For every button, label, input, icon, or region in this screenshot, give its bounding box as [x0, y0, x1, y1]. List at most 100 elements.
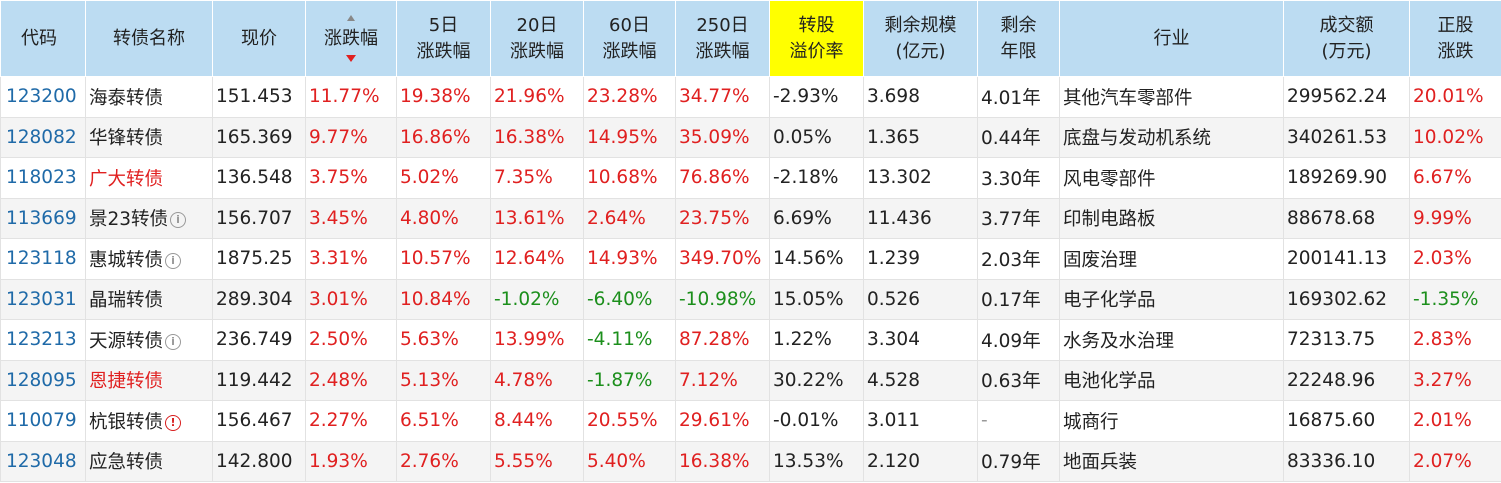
scale-cell: 11.436 [863, 197, 978, 239]
table-row[interactable]: 113669 景23转债 i 156.707 3.45% 4.80% 13.61% 2.64%… [0, 197, 1501, 239]
stock-change-cell: -1.35% [1409, 278, 1501, 320]
info-icon[interactable]: i [165, 333, 182, 350]
change-20d-cell: 12.64% [490, 238, 584, 280]
change-60d-cell: 23.28% [583, 76, 676, 118]
header-250d-line1: 250日 [696, 14, 749, 36]
header-premium[interactable]: 转股 溢价率 [769, 0, 864, 77]
bond-code-link[interactable]: 128095 [0, 359, 86, 401]
table-row[interactable]: 118023 广大转债 136.548 3.75% 5.02% 7.35% 10.68% 76… [0, 157, 1501, 199]
table-body: 123200 海泰转债 151.453 11.77% 19.38% 21.96% 23.28… [0, 76, 1501, 482]
bond-code-link[interactable]: 123048 [0, 440, 86, 482]
bond-name-link[interactable]: 恩捷转债 [89, 371, 164, 393]
industry-cell: 底盘与发动机系统 [1059, 116, 1284, 158]
header-volume[interactable]: 成交额 (万元) [1283, 0, 1410, 77]
bond-name-link[interactable]: 晶瑞转债 [89, 290, 164, 312]
bond-code-link[interactable]: 113669 [0, 197, 86, 239]
change-20d-cell: 13.99% [490, 319, 584, 361]
change-20d-cell: 13.61% [490, 197, 584, 239]
bond-name-link[interactable]: 景23转债 [89, 209, 169, 231]
bond-name-cell[interactable]: 惠城转债 i [85, 238, 213, 280]
stock-change-cell: 9.99% [1409, 197, 1501, 239]
info-icon[interactable]: i [170, 212, 187, 229]
header-years[interactable]: 剩余 年限 [977, 0, 1060, 77]
industry-cell: 城商行 [1059, 400, 1284, 442]
premium-cell: 0.05% [769, 116, 864, 158]
bond-name-cell[interactable]: 应急转债 [85, 440, 213, 482]
bond-name-cell[interactable]: 广大转债 [85, 157, 213, 199]
table-row[interactable]: 123213 天源转债 i 236.749 2.50% 5.63% 13.99% -4.11%… [0, 319, 1501, 361]
years-cell: 3.77年 [977, 197, 1060, 239]
header-industry[interactable]: 行业 [1059, 0, 1284, 77]
bond-code-link[interactable]: 123118 [0, 238, 86, 280]
bond-code-link[interactable]: 123200 [0, 76, 86, 118]
table-row[interactable]: 110079 杭银转债! 156.467 2.27% 6.51% 8.44% 20.55% 2… [0, 400, 1501, 442]
table-row[interactable]: 123031 晶瑞转债 289.304 3.01% 10.84% -1.02% -6.40%… [0, 278, 1501, 320]
bond-name-cell[interactable]: 杭银转债! [85, 400, 213, 442]
bond-name-cell[interactable]: 海泰转债 [85, 76, 213, 118]
change-20d-cell: 7.35% [490, 157, 584, 199]
bond-name-cell[interactable]: 景23转债 i [85, 197, 213, 239]
table-row[interactable]: 123200 海泰转债 151.453 11.77% 19.38% 21.96% 23.28… [0, 76, 1501, 118]
header-stock-change[interactable]: 正股 涨跌 [1409, 0, 1501, 77]
change-5d-cell: 5.63% [396, 319, 491, 361]
header-code[interactable]: 代码 [0, 0, 86, 77]
volume-cell: 189269.90 [1283, 157, 1410, 199]
table-row[interactable]: 128082 华锋转债 165.369 9.77% 16.86% 16.38% 14.95%… [0, 116, 1501, 158]
change-60d-cell: 2.64% [583, 197, 676, 239]
header-volume-line2: (万元) [1321, 40, 1372, 62]
bond-name-link[interactable]: 应急转债 [89, 452, 164, 474]
header-change[interactable]: 涨跌幅 [305, 0, 397, 77]
change-20d-cell: 8.44% [490, 400, 584, 442]
table-row[interactable]: 128095 恩捷转债 119.442 2.48% 5.13% 4.78% -1.87% 7.… [0, 359, 1501, 401]
change-250d-cell: 16.38% [675, 440, 770, 482]
bond-name-link[interactable]: 天源转债 [89, 330, 164, 352]
price-cell: 165.369 [212, 116, 306, 158]
price-cell: 136.548 [212, 157, 306, 199]
header-20d-change[interactable]: 20日 涨跌幅 [490, 0, 584, 77]
bond-code-link[interactable]: 123213 [0, 319, 86, 361]
info-icon[interactable]: i [165, 252, 182, 269]
bond-name-cell[interactable]: 华锋转债 [85, 116, 213, 158]
scale-cell: 1.239 [863, 238, 978, 280]
change-250d-cell: 87.28% [675, 319, 770, 361]
header-name[interactable]: 转债名称 [85, 0, 213, 77]
price-cell: 1875.25 [212, 238, 306, 280]
bond-code-link[interactable]: 110079 [0, 400, 86, 442]
table-row[interactable]: 123118 惠城转债 i 1875.25 3.31% 10.57% 12.64% 14.93… [0, 238, 1501, 280]
bond-code-link[interactable]: 123031 [0, 278, 86, 320]
industry-cell: 其他汽车零部件 [1059, 76, 1284, 118]
volume-cell: 299562.24 [1283, 76, 1410, 118]
scale-cell: 3.698 [863, 76, 978, 118]
alert-icon[interactable]: ! [165, 414, 182, 431]
bond-name-cell[interactable]: 天源转债 i [85, 319, 213, 361]
header-250d-change[interactable]: 250日 涨跌幅 [675, 0, 770, 77]
bond-name-link[interactable]: 杭银转债 [89, 411, 164, 433]
change-20d-cell: 21.96% [490, 76, 584, 118]
bond-name-link[interactable]: 广大转债 [89, 168, 164, 190]
header-60d-line2: 涨跌幅 [602, 40, 657, 62]
table-row[interactable]: 123048 应急转债 142.800 1.93% 2.76% 5.55% 5.40% 16.… [0, 440, 1501, 482]
bond-code-link[interactable]: 118023 [0, 157, 86, 199]
header-5d-change[interactable]: 5日 涨跌幅 [396, 0, 491, 77]
table-header-row: 代码 转债名称 现价 涨跌幅 5日 涨跌幅 20日 涨跌幅 60日 涨跌幅 250日涨… [0, 0, 1501, 77]
bond-name-link[interactable]: 海泰转债 [89, 87, 164, 109]
years-cell: 0.44年 [977, 116, 1060, 158]
header-years-line2: 年限 [1000, 40, 1037, 62]
volume-cell: 200141.13 [1283, 238, 1410, 280]
bond-code-link[interactable]: 128082 [0, 116, 86, 158]
bond-name-cell[interactable]: 晶瑞转债 [85, 278, 213, 320]
stock-change-cell: 20.01% [1409, 76, 1501, 118]
industry-cell: 水务及水治理 [1059, 319, 1284, 361]
change-250d-cell: 23.75% [675, 197, 770, 239]
header-scale[interactable]: 剩余规模 (亿元) [863, 0, 978, 77]
scale-cell: 0.526 [863, 278, 978, 320]
header-60d-change[interactable]: 60日 涨跌幅 [583, 0, 676, 77]
bond-name-link[interactable]: 惠城转债 [89, 249, 164, 271]
change-cell: 1.93% [305, 440, 397, 482]
header-stock-line2: 涨跌 [1437, 40, 1474, 62]
industry-cell: 电池化学品 [1059, 359, 1284, 401]
header-price[interactable]: 现价 [212, 0, 306, 77]
bond-name-cell[interactable]: 恩捷转债 [85, 359, 213, 401]
bond-name-link[interactable]: 华锋转债 [89, 128, 164, 150]
change-5d-cell: 10.57% [396, 238, 491, 280]
